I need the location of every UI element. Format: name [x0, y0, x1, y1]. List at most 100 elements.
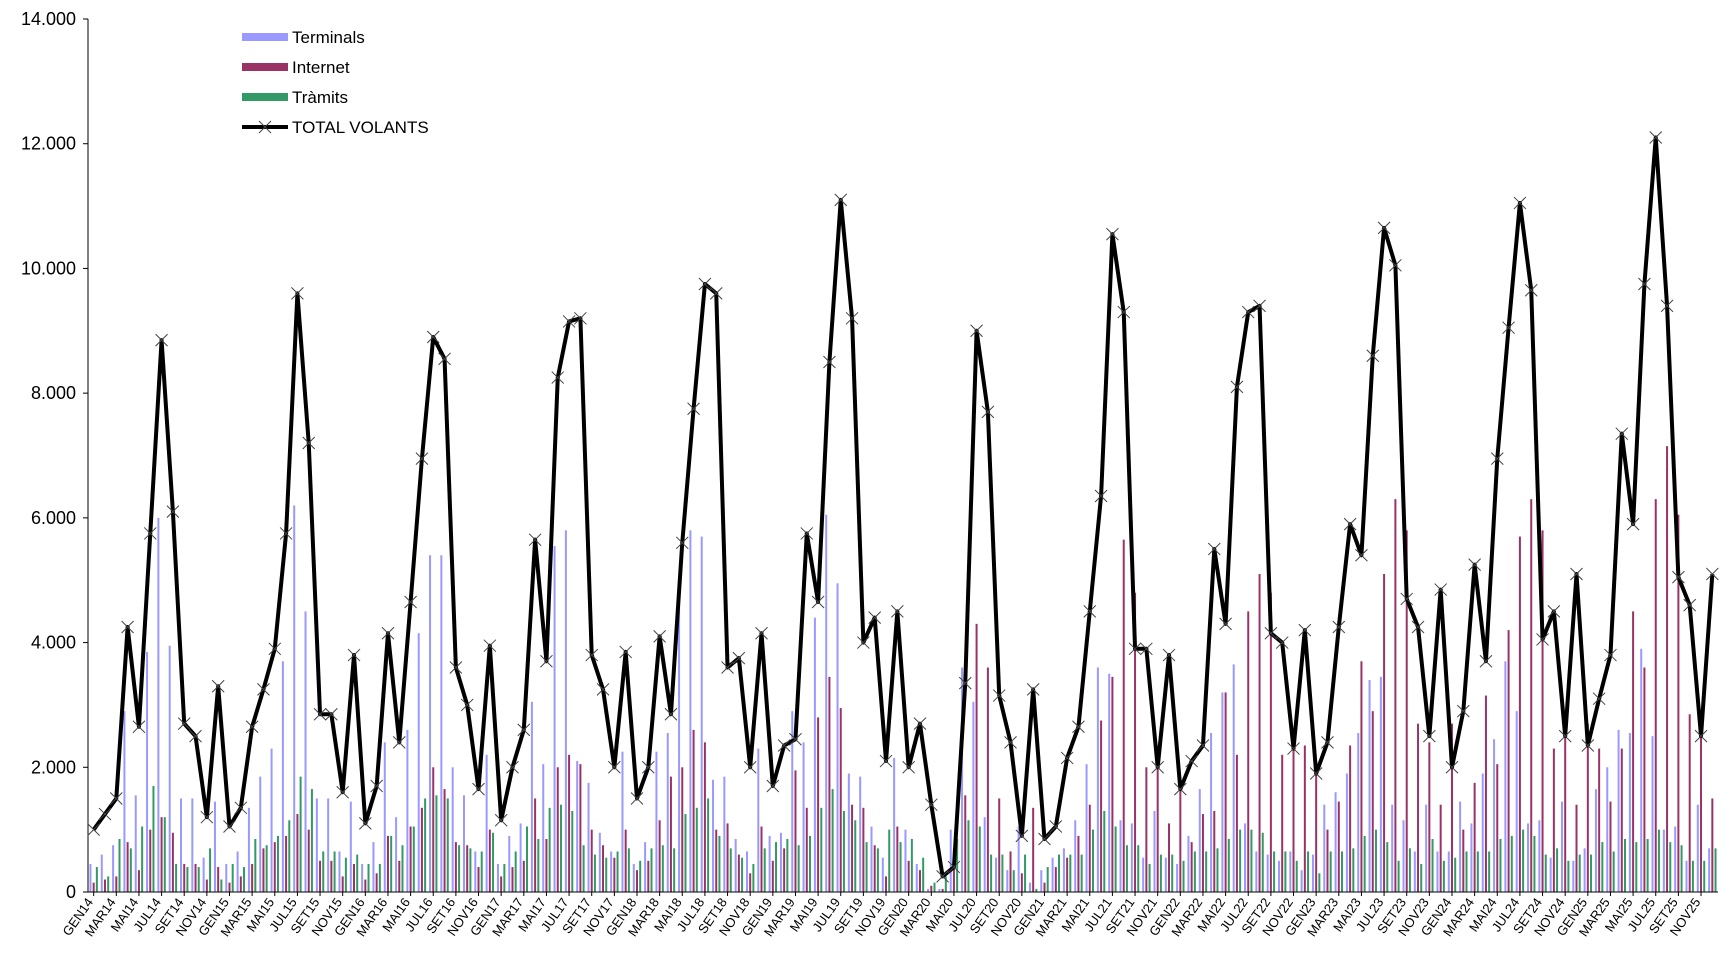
- bar-internet: [590, 829, 593, 892]
- bar-tramits: [571, 810, 574, 892]
- bar-terminals: [1289, 851, 1292, 892]
- marker-stroke: [166, 505, 180, 518]
- bar-terminals: [655, 751, 658, 892]
- total-point-marker: [1151, 760, 1165, 774]
- total-point-marker: [1524, 283, 1538, 297]
- total-point-marker: [721, 661, 734, 674]
- total-point-marker: [155, 333, 168, 347]
- legend-item-internet: Internet: [242, 58, 350, 77]
- bar-internet: [194, 863, 197, 892]
- total-point-marker: [1468, 558, 1481, 571]
- marker-stroke: [1377, 221, 1391, 235]
- bar-internet: [1201, 814, 1204, 892]
- marker-stroke: [132, 720, 146, 734]
- bar-internet: [1326, 829, 1329, 892]
- marker-stroke: [211, 679, 225, 693]
- legend-swatch-tramits: [242, 93, 288, 101]
- total-point-marker: [381, 626, 395, 640]
- bar-internet: [137, 870, 140, 892]
- marker-stroke: [1456, 704, 1470, 718]
- bar-tramits: [209, 848, 212, 892]
- bar-internet: [1224, 692, 1227, 892]
- total-point-marker: [924, 798, 938, 812]
- bar-tramits: [1488, 851, 1491, 892]
- total-point-marker: [506, 760, 519, 774]
- bar-internet: [92, 882, 95, 892]
- total-point-marker: [1128, 642, 1142, 656]
- marker-stroke: [992, 689, 1006, 702]
- marker-stroke: [1411, 620, 1425, 634]
- bar-tramits: [752, 863, 755, 892]
- marker-stroke: [585, 648, 599, 662]
- total-point-marker: [234, 801, 248, 815]
- bar-terminals: [508, 835, 511, 892]
- bar-terminals: [542, 764, 545, 892]
- marker-stroke: [1253, 299, 1266, 313]
- marker-stroke: [608, 760, 621, 774]
- marker-stroke: [1445, 760, 1459, 774]
- bar-terminals: [745, 851, 748, 892]
- marker-stroke: [1694, 729, 1708, 743]
- bar-internet: [409, 826, 412, 892]
- marker-stroke: [664, 707, 678, 721]
- bar-tramits: [1250, 829, 1253, 892]
- marker-stroke: [947, 860, 961, 874]
- bar-tramits: [197, 867, 200, 892]
- marker-stroke: [189, 729, 202, 743]
- total-point-marker: [800, 527, 814, 540]
- bar-tramits: [865, 842, 868, 892]
- bar-terminals: [1549, 857, 1552, 892]
- marker-stroke: [1626, 517, 1640, 531]
- bar-tramits: [1669, 842, 1672, 892]
- total-point-marker: [958, 676, 972, 690]
- total-point-marker: [336, 785, 350, 799]
- bar-terminals: [983, 817, 986, 892]
- bar-terminals: [281, 661, 284, 892]
- bar-terminals: [1628, 732, 1631, 892]
- total-point-marker: [279, 527, 293, 540]
- total-point-marker: [1615, 427, 1629, 441]
- bar-internet: [160, 817, 163, 892]
- bar-internet: [364, 879, 367, 892]
- bar-tramits: [661, 845, 664, 892]
- bar-internet: [522, 860, 525, 892]
- total-point-marker: [245, 720, 259, 734]
- total-point-marker: [1547, 605, 1561, 618]
- bar-tramits: [1476, 851, 1479, 892]
- bar-terminals: [259, 776, 262, 892]
- total-point-marker: [1705, 567, 1719, 581]
- bar-tramits: [152, 785, 155, 892]
- bar-internet: [1269, 592, 1272, 892]
- marker-stroke: [347, 648, 361, 662]
- marker-stroke: [777, 739, 791, 752]
- bar-terminals: [598, 832, 601, 892]
- bar-internet: [443, 789, 446, 892]
- bar-tramits: [1567, 860, 1570, 892]
- total-point-marker: [596, 682, 610, 696]
- marker-stroke: [1049, 820, 1063, 833]
- total-point-marker: [1230, 380, 1244, 394]
- bar-tramits: [1193, 851, 1196, 892]
- bar-tramits: [627, 848, 630, 892]
- bar-terminals: [451, 767, 454, 892]
- bar-internet: [1303, 745, 1306, 892]
- bar-tramits: [344, 857, 347, 892]
- bar-terminals: [995, 857, 998, 892]
- total-point-marker: [1309, 767, 1323, 780]
- total-point-marker: [1355, 548, 1368, 562]
- marker-stroke: [1672, 570, 1685, 584]
- total-point-marker: [1049, 820, 1063, 833]
- bar-internet: [1428, 742, 1431, 892]
- bar-internet: [1032, 807, 1035, 892]
- bar-internet: [126, 842, 129, 892]
- bar-terminals: [1130, 823, 1133, 892]
- bar-internet: [1666, 446, 1669, 892]
- bar-terminals: [1187, 835, 1190, 892]
- marker-stroke: [890, 605, 904, 618]
- total-point-marker: [1140, 642, 1153, 656]
- bar-tramits: [265, 845, 268, 892]
- bar-terminals: [1662, 829, 1665, 892]
- marker-stroke: [291, 287, 304, 300]
- y-tick-label: 2.000: [31, 757, 76, 777]
- bar-terminals: [1583, 848, 1586, 892]
